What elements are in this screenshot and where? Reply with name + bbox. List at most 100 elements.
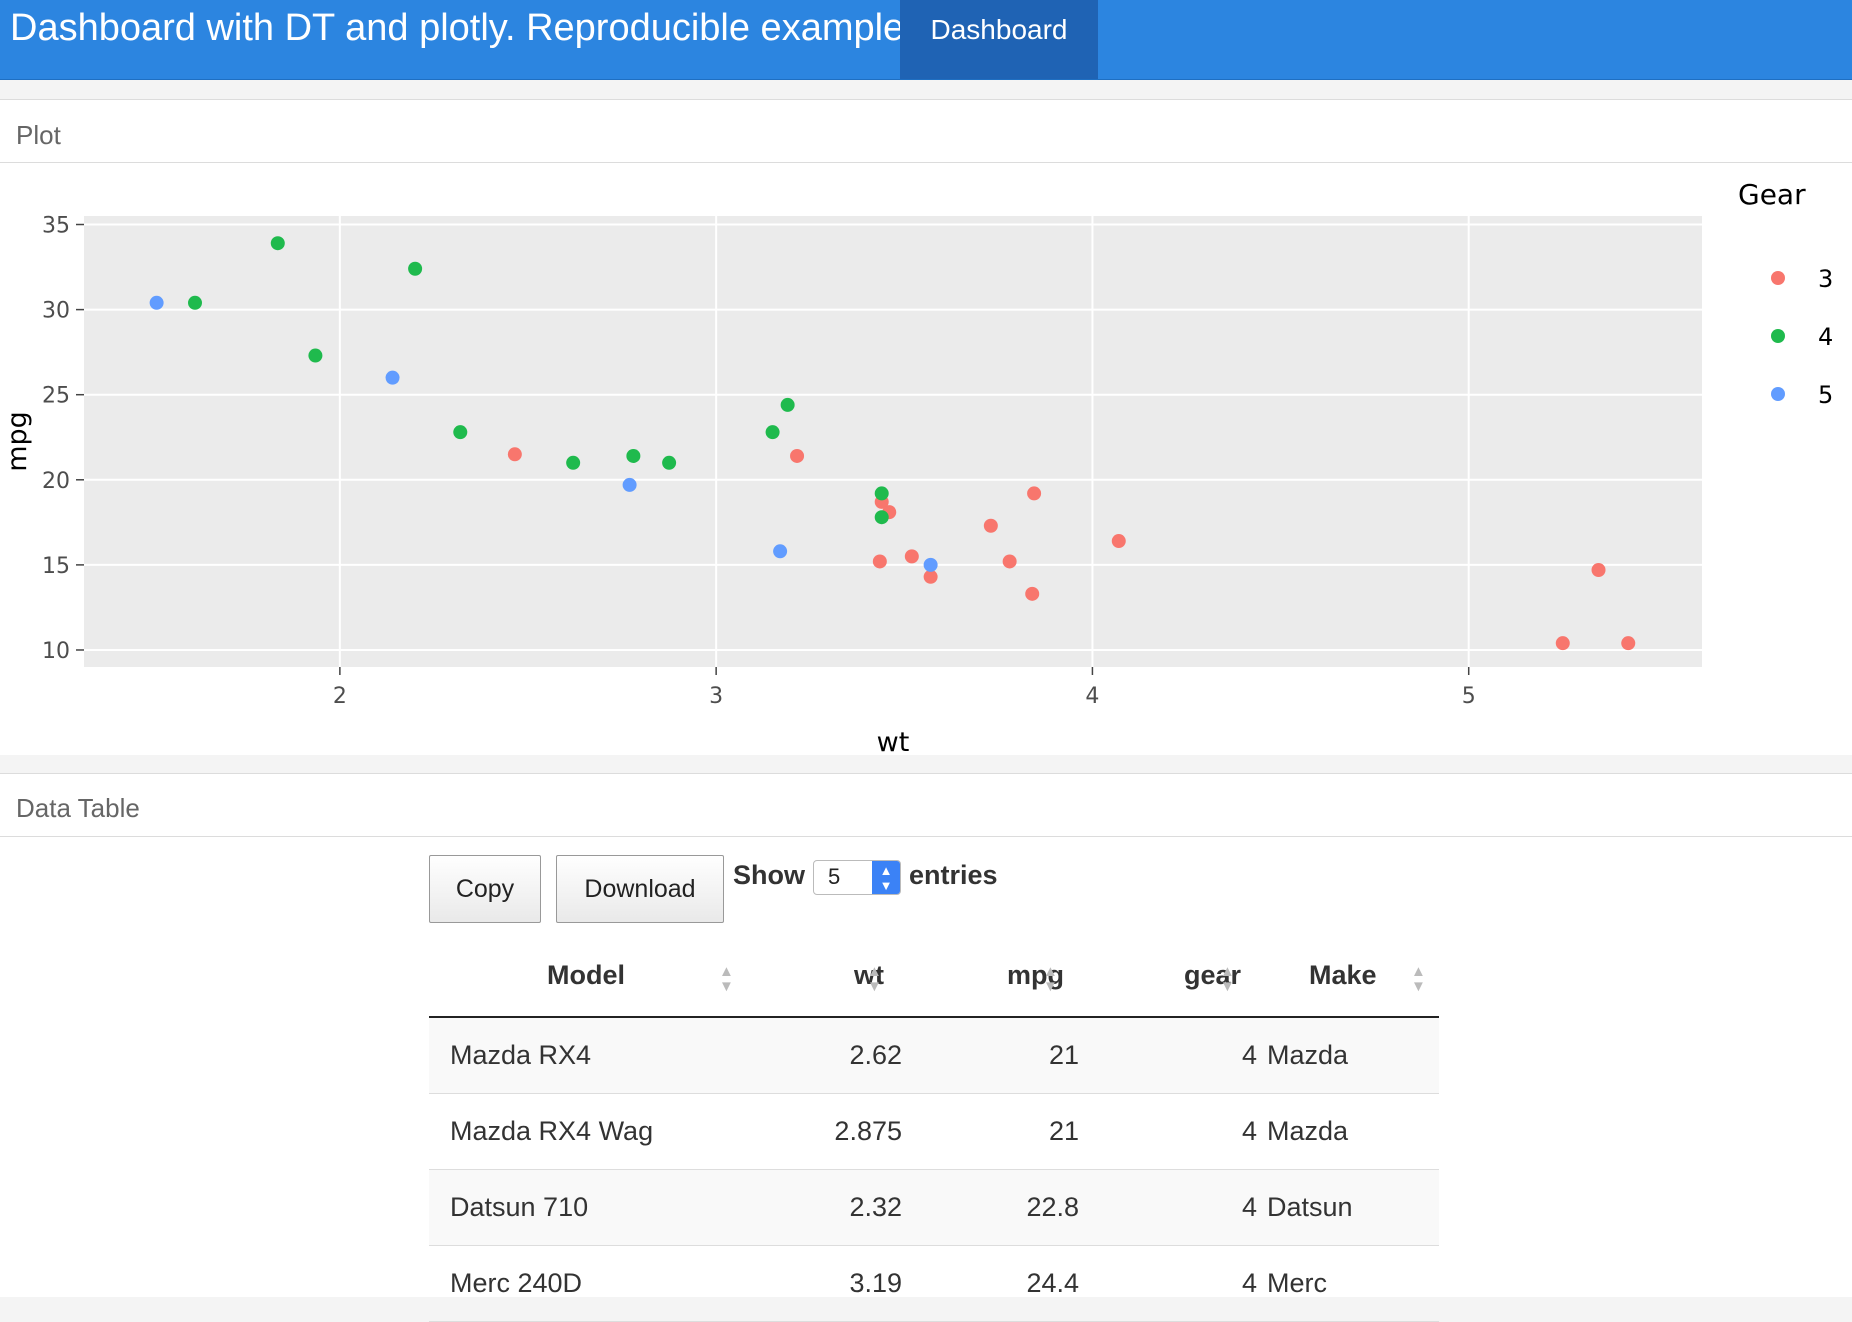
legend-marker[interactable] [1771, 387, 1785, 401]
plot-panel-divider [0, 162, 1852, 163]
data-point-gear-4[interactable] [780, 397, 795, 412]
table-row[interactable]: Mazda RX4 2.62 21 4 Mazda [429, 1018, 1439, 1094]
legend-title: Gear [1738, 178, 1806, 211]
cell-mpg: 22.8 [1026, 1192, 1079, 1222]
entries-length-value: 5 [828, 864, 841, 889]
copy-button[interactable]: Copy [429, 855, 541, 923]
data-point-gear-4[interactable] [408, 261, 423, 276]
cell-make: Mazda [1267, 1040, 1349, 1070]
legend-label[interactable]: 3 [1818, 265, 1833, 293]
y-tick-label: 15 [42, 554, 70, 579]
data-point-gear-3[interactable] [1111, 534, 1126, 549]
sort-icon[interactable]: ▲ ▼ [1220, 963, 1235, 995]
data-points [149, 236, 1636, 651]
data-point-gear-4[interactable] [188, 295, 203, 310]
data-point-gear-4[interactable] [765, 425, 780, 440]
entries-length-select[interactable]: 5 ▲ ▼ [813, 860, 901, 895]
data-point-gear-5[interactable] [773, 544, 788, 559]
data-point-gear-4[interactable] [874, 486, 889, 501]
x-axis-ticks: 2 3 4 5 [333, 667, 1476, 709]
cell-wt: 2.875 [834, 1116, 902, 1146]
data-point-gear-5[interactable] [923, 557, 938, 572]
table-panel-divider [0, 836, 1852, 837]
y-axis-ticks: 10 15 20 25 30 35 [42, 214, 84, 664]
gridlines [84, 216, 1702, 667]
data-point-gear-3[interactable] [1591, 562, 1606, 577]
data-point-gear-3[interactable] [923, 569, 938, 584]
data-point-gear-5[interactable] [149, 295, 164, 310]
y-tick-label: 35 [42, 214, 70, 239]
data-point-gear-3[interactable] [904, 549, 919, 564]
data-point-gear-4[interactable] [566, 455, 581, 470]
data-point-gear-3[interactable] [1002, 554, 1017, 569]
cell-make: Merc [1267, 1268, 1327, 1298]
data-point-gear-3[interactable] [1621, 636, 1636, 651]
sort-icon[interactable]: ▲ ▼ [1411, 963, 1426, 995]
cell-gear: 4 [1241, 1116, 1257, 1146]
table-panel-title: Data Table [16, 793, 140, 823]
sort-icon[interactable]: ▲ ▼ [1043, 963, 1058, 995]
y-axis-label: mpg [2, 411, 33, 472]
data-point-gear-4[interactable] [662, 455, 677, 470]
data-point-gear-4[interactable] [308, 348, 323, 363]
y-tick-label: 10 [42, 639, 70, 664]
data-point-gear-4[interactable] [453, 425, 468, 440]
cell-gear: 4 [1241, 1268, 1257, 1298]
cell-mpg: 21 [1048, 1116, 1079, 1146]
cell-gear: 4 [1241, 1040, 1257, 1070]
column-header-gear[interactable]: gear [1183, 960, 1241, 990]
cell-wt: 2.62 [849, 1040, 902, 1070]
column-header-wt[interactable]: wt [854, 960, 884, 990]
data-point-gear-4[interactable] [270, 236, 285, 251]
data-point-gear-3[interactable] [1555, 636, 1570, 651]
x-tick-label: 4 [1085, 684, 1099, 709]
cell-make: Mazda [1267, 1116, 1349, 1146]
sort-icon[interactable]: ▲ ▼ [719, 963, 734, 995]
table-row[interactable]: Datsun 710 2.32 22.8 4 Datsun [429, 1170, 1439, 1246]
y-tick-label: 30 [42, 299, 70, 324]
table-header: Model ▲ ▼ wt ▲ ▼ mpg ▲ ▼ gear ▲ ▼ Make ▲ ▼ [429, 950, 1439, 1018]
sort-icon[interactable]: ▲ ▼ [867, 963, 882, 995]
entries-label: entries [909, 860, 998, 890]
legend-label[interactable]: 5 [1818, 381, 1833, 409]
x-tick-label: 2 [333, 684, 347, 709]
data-table: Model ▲ ▼ wt ▲ ▼ mpg ▲ ▼ gear ▲ ▼ Make ▲ ▼ Ma… [429, 950, 1439, 1322]
data-point-gear-3[interactable] [790, 448, 805, 463]
data-point-gear-3[interactable] [1025, 586, 1040, 601]
data-point-gear-5[interactable] [385, 370, 400, 385]
tab-dashboard[interactable]: Dashboard [900, 0, 1098, 79]
data-point-gear-3[interactable] [1027, 486, 1042, 501]
plot-panel-title: Plot [16, 120, 61, 150]
legend-marker[interactable] [1771, 329, 1785, 343]
legend-label[interactable]: 4 [1818, 323, 1833, 351]
plot-background [84, 216, 1702, 667]
cell-gear: 4 [1241, 1192, 1257, 1222]
download-button[interactable]: Download [556, 855, 724, 923]
cell-make: Datsun [1267, 1192, 1353, 1222]
x-axis-label: wt [877, 727, 910, 758]
column-header-model[interactable]: Model [547, 960, 625, 990]
data-point-gear-4[interactable] [874, 510, 889, 525]
table-row[interactable]: Merc 240D 3.19 24.4 4 Merc [429, 1246, 1439, 1322]
y-tick-label: 20 [42, 469, 70, 494]
column-header-mpg[interactable]: mpg [1007, 960, 1064, 990]
dashboard-title: Dashboard with DT and plotly. Reproducib… [10, 7, 905, 49]
navbar: Dashboard with DT and plotly. Reproducib… [0, 0, 1852, 80]
x-tick-label: 5 [1462, 684, 1476, 709]
data-point-gear-3[interactable] [507, 447, 522, 462]
legend-marker[interactable] [1771, 271, 1785, 285]
cell-wt: 3.19 [849, 1268, 902, 1298]
data-point-gear-5[interactable] [622, 477, 637, 492]
column-header-make[interactable]: Make [1309, 960, 1377, 990]
data-point-gear-3[interactable] [983, 518, 998, 533]
cell-mpg: 21 [1048, 1040, 1079, 1070]
cell-mpg: 24.4 [1026, 1268, 1079, 1298]
cell-wt: 2.32 [849, 1192, 902, 1222]
data-point-gear-4[interactable] [626, 448, 641, 463]
y-tick-label: 25 [42, 384, 70, 409]
data-point-gear-3[interactable] [872, 554, 887, 569]
legend: 3 4 5 [1771, 265, 1833, 409]
select-arrows-icon: ▲ ▼ [872, 861, 900, 894]
scatter-chart[interactable]: 10 15 20 25 30 35 2 3 4 5 wt mpg Gear 3 4 5 [0, 162, 1852, 762]
table-row[interactable]: Mazda RX4 Wag 2.875 21 4 Mazda [429, 1094, 1439, 1170]
